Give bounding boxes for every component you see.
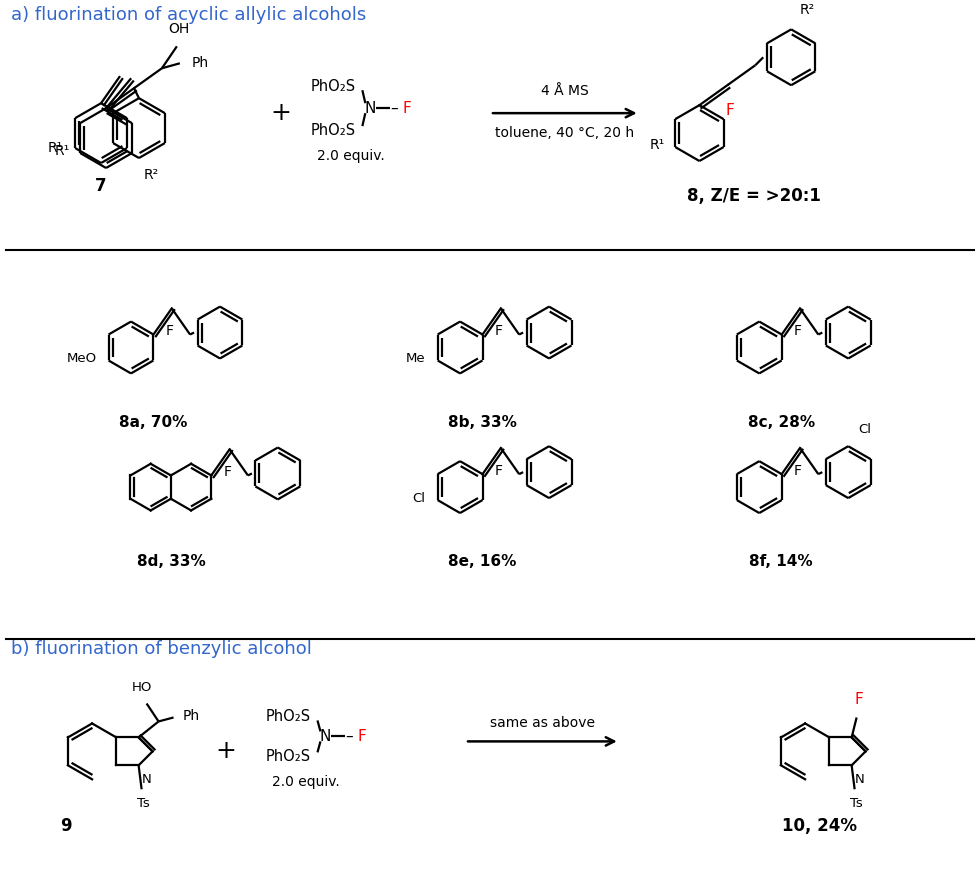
Text: F: F — [495, 324, 503, 338]
Text: –: – — [345, 729, 353, 744]
Text: 10, 24%: 10, 24% — [782, 817, 857, 835]
Text: –: – — [390, 101, 398, 116]
Text: PhO₂S: PhO₂S — [266, 709, 311, 724]
Text: 8e, 16%: 8e, 16% — [448, 555, 516, 570]
Text: +: + — [216, 740, 236, 764]
Text: N: N — [365, 101, 376, 116]
Text: R²: R² — [799, 4, 814, 18]
Text: N: N — [142, 773, 151, 786]
Text: F: F — [855, 693, 863, 708]
Text: F: F — [495, 464, 503, 478]
Text: N: N — [855, 773, 864, 786]
Text: Ph: Ph — [182, 710, 200, 724]
Text: 2.0 equiv.: 2.0 equiv. — [271, 775, 339, 789]
Text: R¹: R¹ — [55, 144, 71, 158]
Text: 2.0 equiv.: 2.0 equiv. — [317, 149, 384, 163]
Text: PhO₂S: PhO₂S — [266, 749, 311, 764]
Text: MeO: MeO — [67, 352, 97, 365]
Text: 8b, 33%: 8b, 33% — [448, 415, 516, 430]
Text: HO: HO — [131, 680, 152, 694]
Text: F: F — [726, 103, 735, 118]
Text: 8f, 14%: 8f, 14% — [750, 555, 813, 570]
Text: R²: R² — [144, 168, 159, 182]
Text: Ph: Ph — [192, 57, 209, 70]
Text: Me: Me — [406, 352, 425, 365]
Text: 7: 7 — [95, 177, 107, 195]
Text: PhO₂S: PhO₂S — [311, 79, 356, 94]
Text: PhO₂S: PhO₂S — [311, 122, 356, 137]
Text: Cl: Cl — [858, 424, 871, 436]
Text: same as above: same as above — [490, 717, 595, 730]
Text: N: N — [319, 729, 331, 744]
Text: F: F — [402, 101, 411, 116]
Text: 4 Å MS: 4 Å MS — [541, 84, 589, 98]
Text: F: F — [794, 464, 802, 478]
Text: Ts: Ts — [137, 797, 150, 810]
Text: F: F — [358, 729, 367, 744]
Text: 8a, 70%: 8a, 70% — [119, 415, 187, 430]
Text: 9: 9 — [61, 817, 72, 835]
Text: Cl: Cl — [413, 492, 425, 504]
Text: +: + — [270, 101, 291, 125]
Text: a) fluorination of acyclic allylic alcohols: a) fluorination of acyclic allylic alcoh… — [12, 6, 367, 25]
Text: 8d, 33%: 8d, 33% — [136, 555, 205, 570]
Text: Ts: Ts — [851, 797, 863, 810]
Text: OH: OH — [169, 22, 189, 36]
Text: 8c, 28%: 8c, 28% — [748, 415, 814, 430]
Text: b) fluorination of benzylic alcohol: b) fluorination of benzylic alcohol — [12, 640, 313, 657]
Text: F: F — [166, 324, 173, 338]
Text: F: F — [223, 465, 231, 479]
Text: toluene, 40 °C, 20 h: toluene, 40 °C, 20 h — [495, 126, 634, 140]
Text: R¹: R¹ — [48, 141, 63, 155]
Text: R¹: R¹ — [650, 138, 665, 152]
Text: F: F — [794, 324, 802, 338]
Text: 8, Z/E = >20:1: 8, Z/E = >20:1 — [687, 187, 821, 205]
